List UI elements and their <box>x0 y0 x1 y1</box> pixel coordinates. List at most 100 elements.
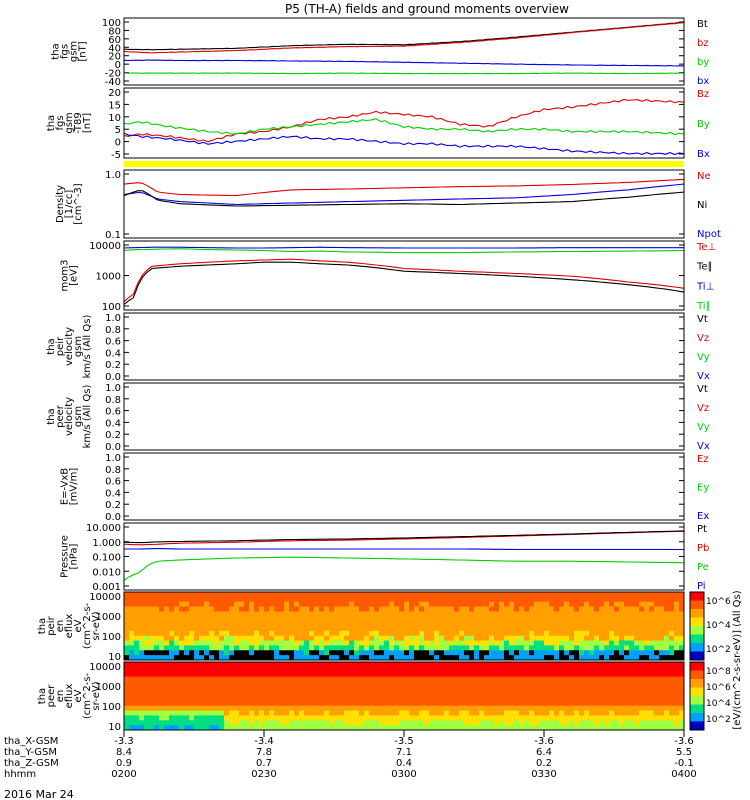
heatmap-cell <box>379 700 385 707</box>
heatmap-cell <box>479 666 485 673</box>
heatmap-cell <box>454 681 460 687</box>
heatmap-cell <box>364 621 370 627</box>
heatmap-cell <box>549 686 555 692</box>
heatmap-cell <box>399 616 405 622</box>
heatmap-cell <box>174 662 180 668</box>
heatmap-cell <box>134 686 140 692</box>
heatmap-cell <box>179 650 185 656</box>
heatmap-cell <box>404 676 410 682</box>
heatmap-cell <box>534 621 540 627</box>
heatmap-cell <box>174 592 180 598</box>
heatmap-cell <box>664 611 670 617</box>
heatmap-cell <box>229 645 235 651</box>
heatmap-cell <box>414 662 420 668</box>
heatmap-cell <box>409 666 415 673</box>
heatmap-cell <box>124 686 130 692</box>
heatmap-cell <box>139 596 145 603</box>
heatmap-cell <box>609 601 615 608</box>
heatmap-cell <box>129 626 135 632</box>
heatmap-cell <box>539 645 545 651</box>
heatmap-cell <box>409 596 415 603</box>
time-row-value: 5.5 <box>676 747 692 758</box>
heatmap-cell <box>134 671 140 678</box>
heatmap-cell <box>274 640 280 646</box>
heatmap-cell <box>164 700 170 707</box>
heatmap-cell <box>599 645 605 651</box>
heatmap-cell <box>514 635 520 642</box>
heatmap-cell <box>234 640 240 646</box>
heatmap-cell <box>609 686 615 692</box>
heatmap-cell <box>549 592 555 598</box>
heatmap-cell <box>464 696 470 702</box>
heatmap-cell <box>629 715 635 721</box>
heatmap-cell <box>369 696 375 702</box>
heatmap-cell <box>549 596 555 603</box>
heatmap-cell <box>549 626 555 632</box>
heatmap-cell <box>254 691 260 697</box>
heatmap-cell <box>204 621 210 627</box>
heatmap-cell <box>214 696 220 702</box>
heatmap-cell <box>129 601 135 608</box>
heatmap-cell <box>184 621 190 627</box>
heatmap-cell <box>519 666 525 673</box>
heatmap-cell <box>379 630 385 637</box>
heatmap-cell <box>249 621 255 627</box>
heatmap-cell <box>154 715 160 721</box>
heatmap-cell <box>354 621 360 627</box>
heatmap-cell <box>359 650 365 656</box>
heatmap-cell <box>414 621 420 627</box>
heatmap-cell <box>284 676 290 682</box>
ytick-label: 0.8 <box>105 325 121 336</box>
heatmap-cell <box>269 606 275 612</box>
heatmap-cell <box>294 700 300 707</box>
heatmap-cell <box>489 715 495 721</box>
heatmap-cell <box>629 720 635 726</box>
heatmap-cell <box>349 710 355 716</box>
heatmap-cell <box>604 606 610 612</box>
heatmap-cell <box>634 592 640 598</box>
heatmap-cell <box>534 681 540 687</box>
heatmap-cell <box>244 630 250 637</box>
heatmap-cell <box>574 650 580 656</box>
heatmap-cell <box>329 611 335 617</box>
heatmap-cell <box>264 611 270 617</box>
heatmap-cell <box>349 705 355 712</box>
heatmap-cell <box>429 640 435 646</box>
heatmap-cell <box>544 645 550 651</box>
heatmap-cell <box>179 671 185 678</box>
heatmap-cell <box>564 616 570 622</box>
heatmap-cell <box>479 676 485 682</box>
heatmap-cell <box>524 686 530 692</box>
heatmap-cell <box>244 626 250 632</box>
heatmap-cell <box>459 671 465 678</box>
ylabel-line: tha <box>46 408 57 424</box>
heatmap-cell <box>369 630 375 637</box>
heatmap-cell <box>129 655 135 661</box>
heatmap-cell <box>269 691 275 697</box>
heatmap-cell <box>279 671 285 678</box>
heatmap-cell <box>374 700 380 707</box>
heatmap-cell <box>369 626 375 632</box>
heatmap-cell <box>519 611 525 617</box>
heatmap-cell <box>524 616 530 622</box>
heatmap-cell <box>444 606 450 612</box>
heatmap-cell <box>334 710 340 716</box>
heatmap-cell <box>364 596 370 603</box>
heatmap-cell <box>284 635 290 642</box>
heatmap-cell <box>369 645 375 651</box>
heatmap-cell <box>454 715 460 721</box>
heatmap-cell <box>679 601 685 608</box>
heatmap-cell <box>379 635 385 642</box>
heatmap-cell <box>604 710 610 716</box>
heatmap-cell <box>519 635 525 642</box>
heatmap-cell <box>274 696 280 702</box>
heatmap-cell <box>499 720 505 726</box>
heatmap-cell <box>349 655 355 661</box>
heatmap-cell <box>564 640 570 646</box>
heatmap-cell <box>189 700 195 707</box>
heatmap-cell <box>519 616 525 622</box>
heatmap-cell <box>369 596 375 603</box>
ylabel-line: [nPa] <box>69 543 80 569</box>
heatmap-cell <box>284 720 290 726</box>
heatmap-cell <box>394 691 400 697</box>
